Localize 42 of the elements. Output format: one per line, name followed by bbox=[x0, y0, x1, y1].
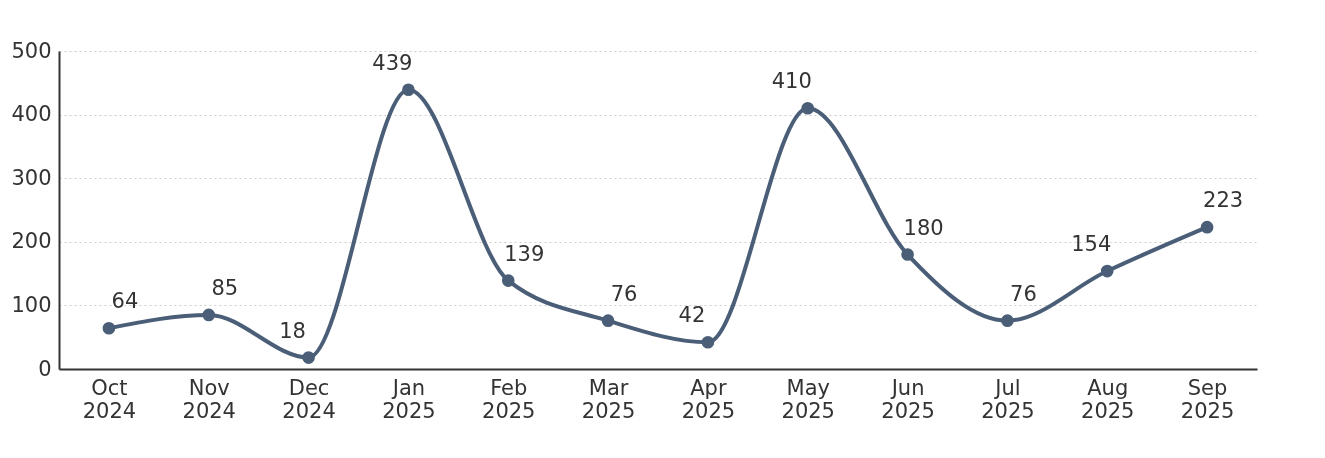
data-label: 18 bbox=[279, 318, 306, 343]
y-tick-label: 400 bbox=[11, 102, 52, 127]
data-label: 139 bbox=[504, 241, 545, 266]
x-tick-label: Jan 2025 bbox=[382, 375, 436, 423]
x-tick-label: Aug 2025 bbox=[1081, 375, 1135, 423]
point bbox=[1001, 314, 1014, 327]
y-tick-label: 300 bbox=[11, 165, 52, 190]
point bbox=[901, 248, 914, 261]
y-tick-label: 0 bbox=[38, 356, 52, 381]
point bbox=[601, 314, 615, 327]
data-label: 154 bbox=[1071, 232, 1112, 257]
x-tick-label: Oct 2024 bbox=[82, 375, 137, 423]
y-tick-label: 200 bbox=[11, 229, 52, 254]
point bbox=[1100, 264, 1114, 278]
point bbox=[102, 321, 116, 335]
point bbox=[202, 308, 216, 322]
point bbox=[701, 335, 715, 349]
x-tick-label: Mar 2025 bbox=[581, 375, 636, 423]
data-label: 42 bbox=[678, 303, 706, 328]
data-label: 76 bbox=[610, 281, 638, 306]
x-tick-label: Jul 2025 bbox=[981, 375, 1035, 423]
x-tick-label: Jun 2025 bbox=[881, 375, 935, 423]
point bbox=[801, 101, 815, 115]
point bbox=[1200, 220, 1214, 234]
point bbox=[501, 274, 515, 287]
y-tick-label: 500 bbox=[11, 38, 52, 63]
y-tick-label: 100 bbox=[11, 292, 52, 317]
x-tick-label: Nov 2024 bbox=[182, 375, 236, 423]
data-label: 410 bbox=[771, 69, 812, 94]
data-label: 76 bbox=[1010, 281, 1037, 306]
point bbox=[402, 83, 415, 97]
point bbox=[302, 351, 315, 364]
x-tick-label: May 2025 bbox=[781, 375, 835, 423]
x-tick-label: Dec 2024 bbox=[282, 375, 336, 423]
x-tick-label: Feb 2025 bbox=[482, 375, 536, 423]
data-label: 64 bbox=[111, 289, 139, 314]
x-tick-label: Apr 2025 bbox=[681, 375, 736, 423]
data-label: 439 bbox=[372, 50, 413, 75]
x-tick-label: Sep 2025 bbox=[1180, 375, 1235, 423]
data-label: 85 bbox=[211, 275, 239, 300]
data-label: 180 bbox=[903, 215, 944, 240]
data-label: 223 bbox=[1203, 188, 1244, 213]
